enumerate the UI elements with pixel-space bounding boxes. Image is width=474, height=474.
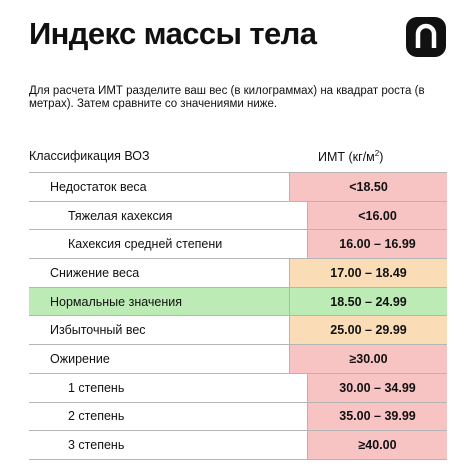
row-label: Нормальные значения — [50, 294, 183, 309]
table-row: Кахексия средней степени 16.00 – 16.99 — [29, 230, 447, 260]
row-value: 16.00 – 16.99 — [307, 230, 447, 259]
row-value: 35.00 – 39.99 — [307, 402, 447, 431]
row-value: 18.50 – 24.99 — [289, 287, 447, 316]
table-row: Ожирение ≥30.00 — [29, 345, 447, 374]
intro-text: Для расчета ИМТ разделите ваш вес (в кил… — [29, 85, 425, 110]
row-value: <18.50 — [289, 173, 447, 201]
row-value: 30.00 – 34.99 — [307, 373, 447, 402]
page-title: Индекс массы тела — [29, 16, 317, 51]
table-row: Избыточный вес 25.00 – 29.99 — [29, 316, 447, 346]
column-header-bmi: ИМТ (кг/м2) — [318, 149, 383, 164]
table-row: 3 степень ≥40.00 — [29, 431, 447, 460]
table-row: 2 степень 35.00 – 39.99 — [29, 402, 447, 432]
table-row: Недостаток веса <18.50 — [29, 173, 447, 202]
row-label: Недостаток веса — [50, 179, 147, 194]
table-row: Снижение веса 17.00 – 18.49 — [29, 259, 447, 288]
table-row: Тяжелая кахексия <16.00 — [29, 201, 447, 231]
row-label: Избыточный вес — [50, 323, 146, 338]
row-label: 1 степень — [68, 380, 125, 395]
row-value: 25.00 – 29.99 — [289, 316, 447, 345]
table-row: 1 степень 30.00 – 34.99 — [29, 373, 447, 403]
bmi-table: Недостаток веса <18.50 Тяжелая кахексия … — [29, 172, 447, 460]
row-label: Ожирение — [50, 351, 110, 366]
row-value: <16.00 — [307, 201, 447, 230]
brand-logo-shape — [415, 23, 437, 48]
row-label: 2 степень — [68, 409, 125, 424]
row-label: Тяжелая кахексия — [68, 208, 173, 223]
row-value: ≥40.00 — [307, 431, 447, 459]
row-label: 3 степень — [68, 438, 125, 453]
column-header-bmi-close: ) — [379, 150, 384, 164]
table-row-highlighted: Нормальные значения 18.50 – 24.99 — [29, 287, 447, 317]
column-header-classification: Классификация ВОЗ — [29, 149, 150, 163]
row-value: 17.00 – 18.49 — [289, 259, 447, 287]
row-label: Снижение веса — [50, 265, 140, 280]
column-header-bmi-base: ИМТ (кг/м — [318, 150, 375, 164]
row-value: ≥30.00 — [289, 345, 447, 373]
column-header-bmi-exponent: 2 — [374, 149, 380, 158]
brand-logo-icon — [406, 17, 446, 57]
row-label: Кахексия средней степени — [68, 237, 223, 252]
